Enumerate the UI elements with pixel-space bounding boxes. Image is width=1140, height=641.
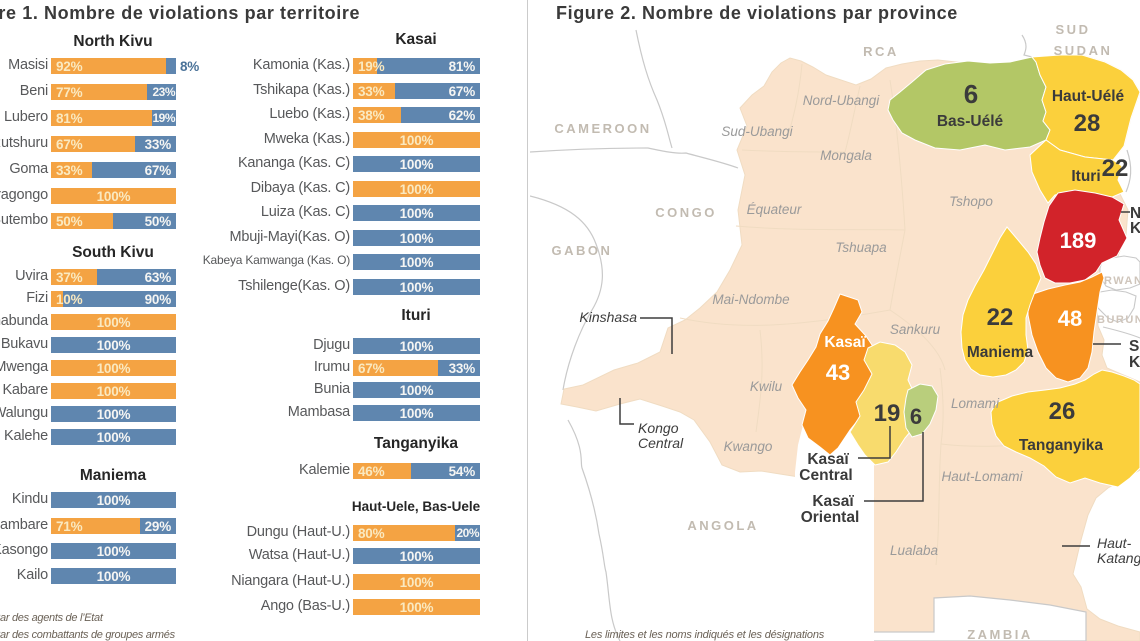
svg-text:Lualaba: Lualaba [890, 543, 939, 558]
svg-text:Kwilu: Kwilu [750, 379, 783, 394]
svg-text:CONGO: CONGO [655, 205, 717, 220]
svg-text:Kasaï: Kasaï [807, 451, 849, 468]
svg-text:Tshuapa: Tshuapa [835, 240, 887, 255]
svg-text:ANGOLA: ANGOLA [687, 518, 758, 533]
svg-text:Lomami: Lomami [951, 396, 1000, 411]
svg-text:Tshopo: Tshopo [949, 194, 993, 209]
svg-text:Central: Central [638, 435, 684, 451]
svg-text:Oriental: Oriental [801, 509, 860, 526]
svg-text:Nord-Ubangi: Nord-Ubangi [803, 93, 881, 108]
svg-text:22: 22 [987, 304, 1014, 331]
svg-text:Haut-Lomami: Haut-Lomami [941, 469, 1023, 484]
svg-text:Kivu: Kivu [1129, 354, 1140, 371]
svg-text:Sud-Ubangi: Sud-Ubangi [721, 124, 793, 139]
svg-text:RWANDA: RWANDA [1104, 275, 1140, 287]
svg-text:22: 22 [1102, 155, 1129, 182]
svg-text:Kasaï: Kasaï [824, 334, 866, 351]
svg-text:RCA: RCA [863, 44, 899, 59]
svg-text:Nord: Nord [1130, 205, 1140, 222]
svg-text:Haut-Uélé: Haut-Uélé [1052, 88, 1125, 105]
svg-text:Kwango: Kwango [724, 439, 773, 454]
svg-text:Katanga: Katanga [1097, 550, 1140, 566]
svg-text:6: 6 [964, 79, 978, 109]
svg-text:Équateur: Équateur [747, 202, 802, 217]
svg-text:6: 6 [910, 404, 922, 429]
svg-text:Sud: Sud [1129, 338, 1140, 355]
svg-text:Kasaï: Kasaï [812, 493, 854, 510]
svg-text:189: 189 [1060, 228, 1097, 253]
svg-text:Haut-: Haut- [1097, 535, 1132, 551]
svg-text:26: 26 [1049, 398, 1076, 425]
svg-text:Sankuru: Sankuru [890, 322, 941, 337]
svg-text:GABON: GABON [552, 243, 613, 258]
svg-text:CAMEROON: CAMEROON [554, 121, 651, 136]
svg-text:Ituri: Ituri [1071, 168, 1100, 185]
svg-text:Central: Central [799, 467, 852, 484]
svg-text:48: 48 [1058, 306, 1082, 331]
svg-text:Kinshasa: Kinshasa [579, 309, 637, 325]
svg-text:43: 43 [826, 360, 850, 385]
svg-text:Bas-Uélé: Bas-Uélé [937, 113, 1004, 130]
svg-text:SUDAN: SUDAN [1054, 43, 1113, 58]
svg-text:Kivu: Kivu [1130, 220, 1140, 237]
svg-text:28: 28 [1074, 110, 1101, 137]
svg-text:Kongo: Kongo [638, 420, 679, 436]
svg-text:BURUNDI: BURUNDI [1097, 314, 1140, 326]
svg-text:Mongala: Mongala [820, 148, 872, 163]
svg-text:ZAMBIA: ZAMBIA [967, 627, 1033, 641]
svg-text:Maniema: Maniema [967, 344, 1034, 361]
svg-text:Mai-Ndombe: Mai-Ndombe [712, 292, 789, 307]
svg-text:SUD: SUD [1056, 22, 1091, 37]
svg-text:Tanganyika: Tanganyika [1019, 437, 1104, 454]
svg-text:19: 19 [874, 400, 901, 427]
